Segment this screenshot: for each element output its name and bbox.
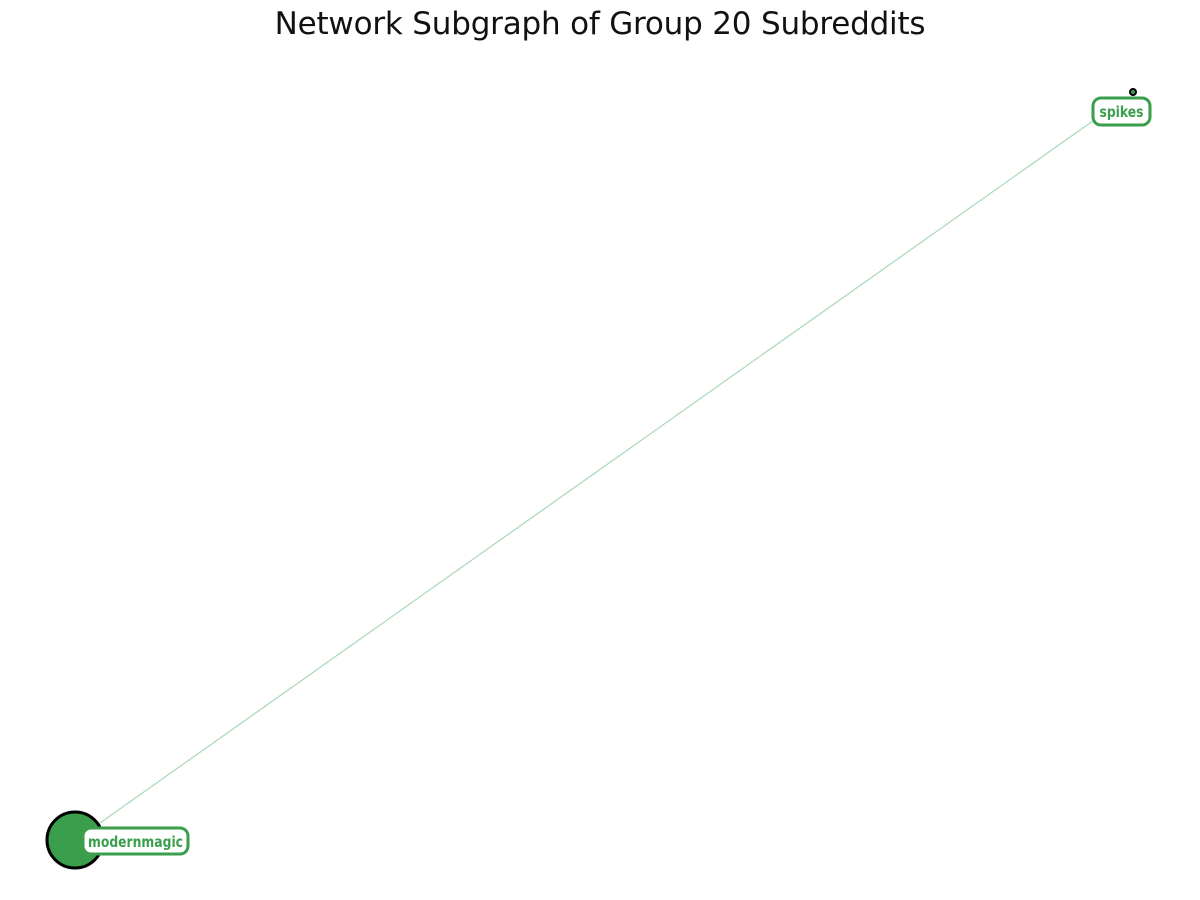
node-label-modernmagic-text: modernmagic: [88, 833, 183, 851]
node-label-modernmagic: modernmagic: [81, 826, 190, 856]
edge-modernmagic-spikes: [99, 117, 1098, 824]
node-spikes[interactable]: [1129, 88, 1137, 96]
node-label-spikes: spikes: [1091, 96, 1152, 127]
page-title: Network Subgraph of Group 20 Subreddits: [274, 6, 926, 42]
node-label-spikes-text: spikes: [1100, 103, 1144, 121]
